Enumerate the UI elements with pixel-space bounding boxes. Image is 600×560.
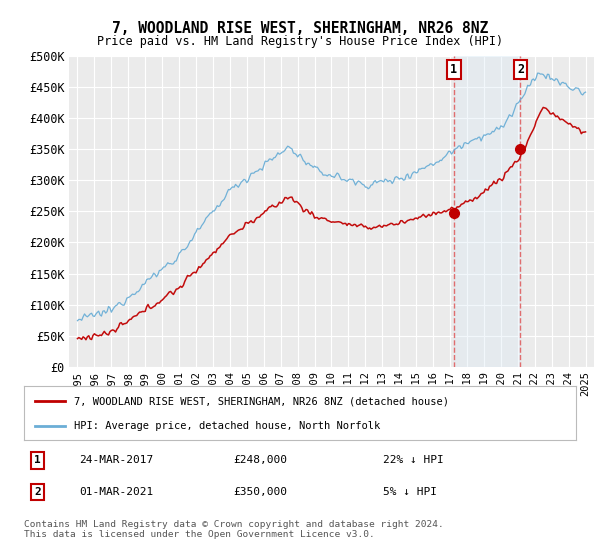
Text: £248,000: £248,000	[234, 455, 288, 465]
Text: 2: 2	[517, 63, 524, 76]
Text: 7, WOODLAND RISE WEST, SHERINGHAM, NR26 8NZ (detached house): 7, WOODLAND RISE WEST, SHERINGHAM, NR26 …	[74, 396, 449, 407]
Text: 7, WOODLAND RISE WEST, SHERINGHAM, NR26 8NZ: 7, WOODLAND RISE WEST, SHERINGHAM, NR26 …	[112, 21, 488, 36]
Text: £350,000: £350,000	[234, 487, 288, 497]
Bar	[454, 56, 520, 367]
Text: 5% ↓ HPI: 5% ↓ HPI	[383, 487, 437, 497]
Text: HPI: Average price, detached house, North Norfolk: HPI: Average price, detached house, Nort…	[74, 421, 380, 431]
Text: 24-MAR-2017: 24-MAR-2017	[79, 455, 154, 465]
Text: Contains HM Land Registry data © Crown copyright and database right 2024.
This d: Contains HM Land Registry data © Crown c…	[24, 520, 444, 539]
Text: Price paid vs. HM Land Registry's House Price Index (HPI): Price paid vs. HM Land Registry's House …	[97, 35, 503, 48]
Text: 01-MAR-2021: 01-MAR-2021	[79, 487, 154, 497]
Text: 22% ↓ HPI: 22% ↓ HPI	[383, 455, 443, 465]
Text: 2: 2	[34, 487, 41, 497]
Text: 1: 1	[34, 455, 41, 465]
Text: 1: 1	[450, 63, 457, 76]
